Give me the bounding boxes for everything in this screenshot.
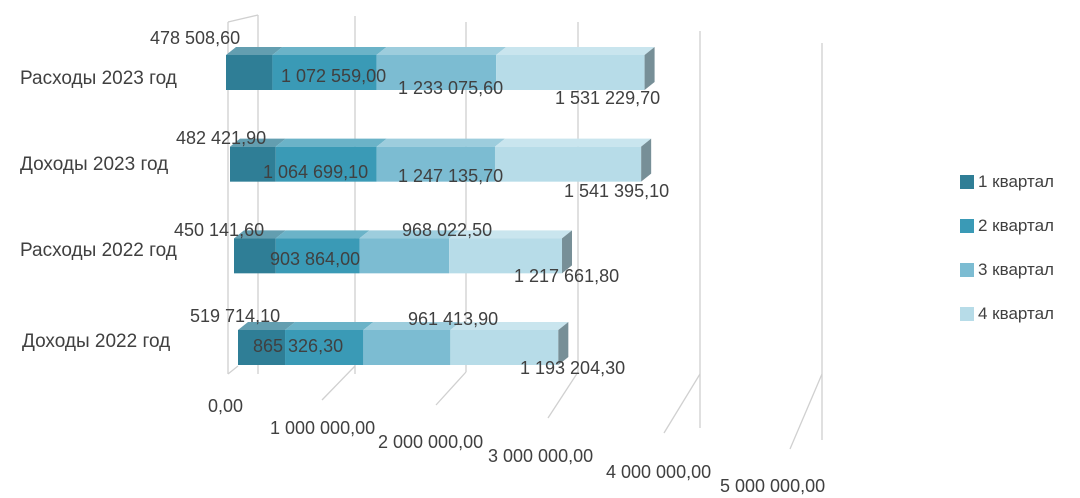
x-tick-label: 2 000 000,00 [378, 432, 483, 452]
bar-segment [494, 146, 642, 182]
bar-segment [449, 238, 563, 274]
data-label: 519 714,10 [190, 306, 280, 326]
data-label: 961 413,90 [408, 309, 498, 329]
bar-segment [359, 238, 450, 274]
bar-end-face [558, 322, 569, 365]
bar-segment [234, 238, 276, 274]
bar-top-face [359, 230, 460, 239]
data-label: 865 326,30 [253, 336, 343, 356]
bar-top-face [275, 138, 387, 147]
x-axis-tick-labels: 0,00 1 000 000,002 000 000,003 000 000,00… [208, 396, 825, 496]
bar-segment [272, 55, 377, 90]
bar-segment [285, 330, 364, 365]
bar-top-face [496, 47, 655, 55]
gridline [663, 373, 701, 434]
bar-segment [226, 55, 273, 90]
data-label: 478 508,60 [150, 28, 240, 48]
bar-end-face [644, 47, 655, 90]
bar-segment [238, 330, 286, 365]
bar-top-face [230, 138, 286, 147]
data-label: 450 141,60 [174, 220, 264, 240]
data-label: 1 193 204,30 [520, 358, 625, 378]
x-tick-label: 1 000 000,00 [270, 418, 375, 438]
bar-segment [376, 55, 497, 90]
gridline [227, 14, 259, 23]
data-label: 1 064 699,10 [263, 162, 368, 182]
bar-top-face [449, 230, 573, 239]
category-label: Расходы 2023 год [20, 68, 177, 89]
data-label: 1 217 661,80 [514, 266, 619, 286]
bar-top-face [275, 230, 370, 239]
data-labels: 519 714,10 450 141,60 482 421,90 478 508,60… [150, 28, 669, 378]
gridline [227, 365, 239, 375]
gridline [435, 371, 467, 406]
bar-top-face [450, 322, 569, 330]
gridline [321, 365, 356, 401]
legend-label: 2 квартал [978, 216, 1054, 235]
bar-segment [496, 55, 645, 90]
bar-top-face [226, 47, 283, 55]
legend-swatch [960, 175, 974, 189]
bar-segment [275, 238, 360, 274]
bar-top-face [272, 47, 387, 55]
legend-label: 4 квартал [978, 304, 1054, 323]
bar-segment [363, 330, 451, 365]
data-label: 1 247 135,70 [398, 166, 503, 186]
x-tick-label: 4 000 000,00 [606, 462, 711, 482]
gridline [547, 371, 579, 419]
bar-segment [450, 330, 559, 365]
category-label: Расходы 2022 год [20, 240, 177, 261]
data-label: 1 233 075,60 [398, 78, 503, 98]
data-label: 482 421,90 [176, 128, 266, 148]
bar-top-face [234, 230, 286, 239]
bar-top-face [494, 138, 652, 147]
bar-top-face [376, 47, 507, 55]
legend-label: 1 квартал [978, 172, 1054, 191]
bar-end-face [641, 138, 652, 182]
bar-top-face [238, 322, 296, 330]
data-label: 903 864,00 [270, 249, 360, 269]
legend-swatch [960, 307, 974, 321]
bar-segment [230, 146, 276, 182]
legend-label: 3 квартал [978, 260, 1054, 279]
bars [226, 47, 655, 365]
x-tick-label: 0,00 [208, 396, 243, 416]
bar-top-face [376, 138, 505, 147]
bar-top-face [363, 322, 461, 330]
legend: 1 квартал 2 квартал 3 квартал 4 квартал [960, 172, 1054, 323]
data-label: 968 022,50 [402, 220, 492, 240]
category-label: Доходы 2022 год [22, 331, 170, 352]
bar-segment [376, 146, 495, 182]
legend-swatch [960, 219, 974, 233]
data-label: 1 541 395,10 [564, 181, 669, 201]
x-tick-label: 3 000 000,00 [488, 446, 593, 466]
category-label: Доходы 2023 год [20, 154, 168, 175]
legend-swatch [960, 263, 974, 277]
data-label: 1 072 559,00 [281, 66, 386, 86]
bar-top-face [285, 322, 374, 330]
data-label: 1 531 229,70 [555, 88, 660, 108]
gridline [789, 373, 823, 450]
category-labels: Доходы 2022 год Расходы 2022 год Доходы 20… [20, 68, 177, 352]
bar-end-face [562, 230, 573, 274]
bar-segment [275, 146, 377, 182]
x-tick-label: 5 000 000,00 [720, 476, 825, 496]
